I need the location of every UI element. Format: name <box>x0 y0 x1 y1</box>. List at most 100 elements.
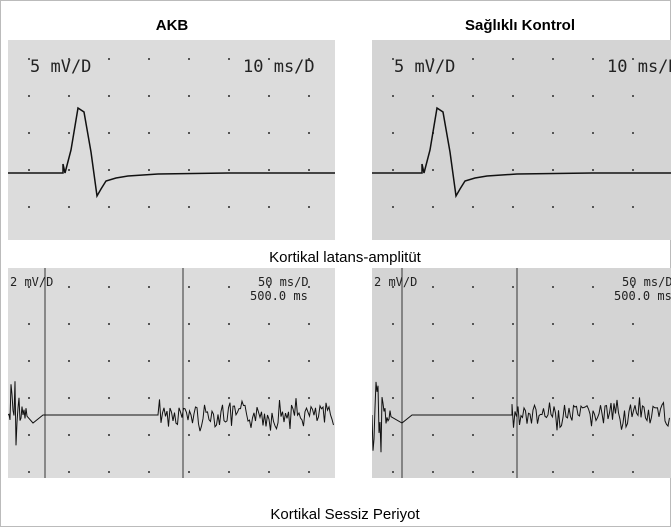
grid-dot <box>228 434 230 436</box>
grid-dot <box>268 397 270 399</box>
grid-dot <box>472 471 474 473</box>
grid-dot <box>148 169 150 171</box>
time-scale: 10 ms/D <box>607 57 671 77</box>
grid-dot <box>552 286 554 288</box>
grid-dot <box>308 169 310 171</box>
time-scale: 50 ms/D <box>622 275 671 289</box>
grid-dot <box>108 58 110 60</box>
amplitude-scale: 5 mV/D <box>394 57 455 77</box>
grid-dot <box>592 471 594 473</box>
grid-dot <box>552 132 554 134</box>
grid-dot <box>308 132 310 134</box>
grid-dot <box>308 206 310 208</box>
waveform <box>8 106 335 199</box>
grid-dot <box>188 169 190 171</box>
grid-dot <box>308 360 310 362</box>
grid-dot <box>108 360 110 362</box>
grid-dot <box>108 132 110 134</box>
grid-dot <box>268 95 270 97</box>
amplitude-scale: 2 mV/D <box>374 275 417 289</box>
grid-dot <box>512 434 514 436</box>
grid-dot <box>472 132 474 134</box>
time-scale: 10 ms/D <box>243 57 315 77</box>
grid-dot <box>228 397 230 399</box>
grid-dot <box>512 169 514 171</box>
grid-dot <box>432 95 434 97</box>
grid-dot <box>228 286 230 288</box>
grid-dot <box>68 206 70 208</box>
grid-dot <box>392 132 394 134</box>
grid-dot <box>228 58 230 60</box>
grid-dot <box>228 132 230 134</box>
screen <box>8 40 335 240</box>
screen <box>372 40 671 240</box>
grid-dot <box>592 360 594 362</box>
grid-dot <box>148 95 150 97</box>
grid-dot <box>148 58 150 60</box>
oscilloscope-panel: 5 mV/D 10 ms/D <box>372 40 671 240</box>
grid-dot <box>432 323 434 325</box>
grid-dot <box>592 397 594 399</box>
grid-dot <box>552 169 554 171</box>
grid-dot <box>472 360 474 362</box>
grid-dot <box>432 360 434 362</box>
grid-dot <box>308 323 310 325</box>
grid-dot <box>512 132 514 134</box>
grid-dot <box>632 132 634 134</box>
grid-dot <box>148 206 150 208</box>
grid-dot <box>108 286 110 288</box>
grid-dot <box>108 323 110 325</box>
grid-dot <box>68 397 70 399</box>
grid-dot <box>632 397 634 399</box>
grid-dot <box>392 286 394 288</box>
grid-dot <box>632 169 634 171</box>
grid-dot <box>552 206 554 208</box>
grid-dot <box>68 360 70 362</box>
grid-dot <box>632 95 634 97</box>
grid-dot <box>392 323 394 325</box>
grid-dot <box>432 471 434 473</box>
grid-dot <box>28 471 30 473</box>
grid-dot <box>632 323 634 325</box>
grid-dot <box>392 169 394 171</box>
grid-dot <box>632 286 634 288</box>
grid-dot <box>268 360 270 362</box>
grid-dot <box>552 58 554 60</box>
grid-dot <box>472 206 474 208</box>
grid-dot <box>188 206 190 208</box>
grid-dot <box>108 434 110 436</box>
row-caption: Kortikal Sessiz Periyot <box>270 506 420 523</box>
grid-dot <box>512 397 514 399</box>
grid-dot <box>552 323 554 325</box>
grid-dot <box>308 397 310 399</box>
grid-dot <box>268 206 270 208</box>
grid-dot <box>552 397 554 399</box>
grid-dot <box>392 95 394 97</box>
grid-dot <box>268 169 270 171</box>
screen <box>372 268 671 478</box>
grid-dot <box>188 360 190 362</box>
grid-dot <box>592 169 594 171</box>
grid-dot <box>188 286 190 288</box>
grid-dot <box>148 286 150 288</box>
grid-dot <box>68 95 70 97</box>
grid-dot <box>68 323 70 325</box>
grid-dot <box>28 360 30 362</box>
grid-dot <box>432 206 434 208</box>
grid-dot <box>188 323 190 325</box>
grid-dot <box>308 58 310 60</box>
grid-dot <box>228 471 230 473</box>
amplitude-scale: 5 mV/D <box>30 57 91 77</box>
grid-dot <box>308 471 310 473</box>
grid-dot <box>28 323 30 325</box>
grid-dot <box>68 169 70 171</box>
grid-dot <box>392 58 394 60</box>
grid-dot <box>228 95 230 97</box>
sweep: 500.0 ms <box>614 289 671 303</box>
grid-dot <box>512 206 514 208</box>
waveform <box>372 106 671 199</box>
grid-dot <box>188 434 190 436</box>
grid-dot <box>512 471 514 473</box>
grid-dot <box>432 169 434 171</box>
